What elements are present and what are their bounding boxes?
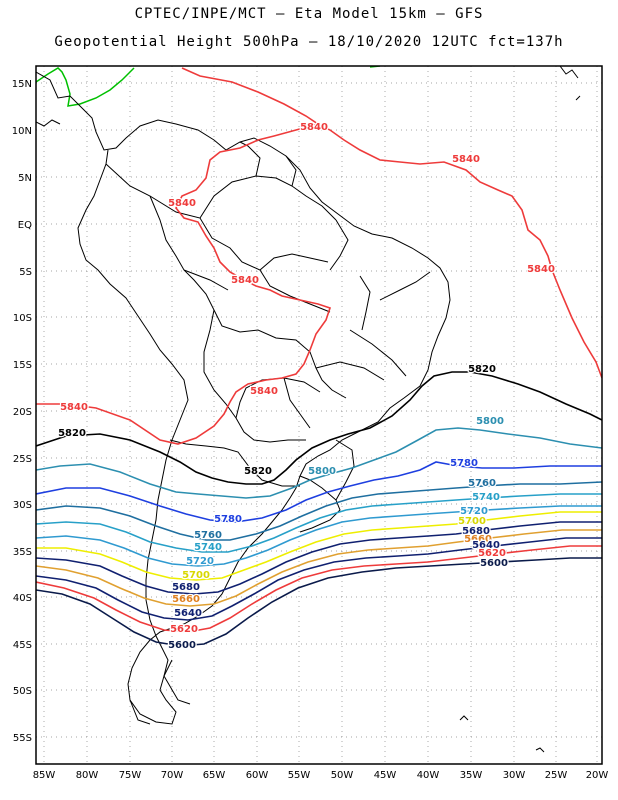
contour-label: 5740 xyxy=(194,542,222,553)
contour-label: 5680 xyxy=(462,526,490,537)
contour-5620 xyxy=(36,545,602,633)
chart-title: CPTEC/INPE/MCT – Eta Model 15km – GFS xyxy=(134,6,484,22)
contour-5820 xyxy=(36,371,602,485)
lon-tick-label: 35W xyxy=(460,770,483,781)
contour-label: 5820 xyxy=(244,466,272,477)
contour-label: 5720 xyxy=(460,506,488,517)
contour-label: 5840 xyxy=(168,198,196,209)
contour-5760 xyxy=(36,481,602,541)
contour-label: 5820 xyxy=(58,428,86,439)
lon-tick-label: 80W xyxy=(76,770,99,781)
contour-label: 5820 xyxy=(468,364,496,375)
lat-tick-label: 55S xyxy=(13,733,32,744)
lon-tick-label: 45W xyxy=(374,770,397,781)
lat-tick-label: 5N xyxy=(18,173,32,184)
lat-tick-label: 30S xyxy=(13,500,32,511)
lat-tick-label: 45S xyxy=(13,640,32,651)
contour-label: 5620 xyxy=(478,548,506,559)
contour-label: 5740 xyxy=(472,492,500,503)
contour-label: 5600 xyxy=(480,558,508,569)
lon-tick-label: 40W xyxy=(417,770,440,781)
contour-5600 xyxy=(36,557,602,647)
contour-label: 5680 xyxy=(172,582,200,593)
contour-label: 5760 xyxy=(468,478,496,489)
contour-label: 5840 xyxy=(60,402,88,413)
contour-label: 5780 xyxy=(450,458,478,469)
lat-tick-label: 15S xyxy=(13,360,32,371)
lon-tick-label: 70W xyxy=(161,770,184,781)
lon-tick-label: 25W xyxy=(545,770,568,781)
contour-label: 5660 xyxy=(464,534,492,545)
contour-label: 5700 xyxy=(458,516,486,527)
lat-tick-label: 10N xyxy=(12,126,32,137)
contour-label: 5840 xyxy=(527,264,555,275)
contour-label: 5760 xyxy=(194,530,222,541)
plot-frame xyxy=(35,65,603,765)
contour-5840-inner xyxy=(36,123,332,445)
lon-tick-label: 50W xyxy=(331,770,354,781)
contour-label: 5660 xyxy=(172,594,200,605)
coastline xyxy=(36,71,451,725)
contour-label: 5840 xyxy=(250,386,278,397)
lon-tick-label: 85W xyxy=(33,770,56,781)
contour-5720 xyxy=(36,505,602,567)
lon-tick-label: 60W xyxy=(246,770,269,781)
islands xyxy=(459,66,581,753)
chart-subtitle: Geopotential Height 500hPa – 18/10/2020 … xyxy=(54,34,564,50)
lon-tick-label: 75W xyxy=(119,770,142,781)
contour-label: 5800 xyxy=(308,466,336,477)
contour-5700 xyxy=(36,511,602,581)
lon-tick-label: 30W xyxy=(503,770,526,781)
contour-label: 5840 xyxy=(452,154,480,165)
contour-5660 xyxy=(36,529,602,607)
green-contour xyxy=(36,67,135,107)
contour-label: 5640 xyxy=(174,608,202,619)
lat-tick-label: 50S xyxy=(13,686,32,697)
contour-5800 xyxy=(36,427,602,499)
contour-label: 5840 xyxy=(231,275,259,286)
contour-5740 xyxy=(36,493,602,553)
lat-tick-label: 5S xyxy=(19,267,32,278)
lat-tick-label: 10S xyxy=(13,313,32,324)
contour-5680 xyxy=(36,521,602,595)
grid xyxy=(36,66,602,764)
contour-5840-north xyxy=(181,67,602,379)
contour-label: 5640 xyxy=(472,540,500,551)
contour-label: 5600 xyxy=(168,640,196,651)
contour-label: 5800 xyxy=(476,416,504,427)
lat-tick-label: 15N xyxy=(12,79,32,90)
contour-label: 5700 xyxy=(182,570,210,581)
lon-tick-label: 20W xyxy=(586,770,609,781)
lon-tick-label: 55W xyxy=(288,770,311,781)
contour-label: 5780 xyxy=(214,514,242,525)
contour-label: 5720 xyxy=(186,556,214,567)
contour-label: 5620 xyxy=(170,624,198,635)
contour-label: 5840 xyxy=(300,122,328,133)
contour-5640 xyxy=(36,537,602,621)
lon-tick-label: 65W xyxy=(203,770,226,781)
lat-tick-label: 20S xyxy=(13,407,32,418)
lat-tick-label: 25S xyxy=(13,454,32,465)
lat-tick-label: 40S xyxy=(13,593,32,604)
lat-tick-label: EQ xyxy=(18,220,32,231)
lat-tick-label: 35S xyxy=(13,547,32,558)
contour-5780 xyxy=(36,461,602,523)
